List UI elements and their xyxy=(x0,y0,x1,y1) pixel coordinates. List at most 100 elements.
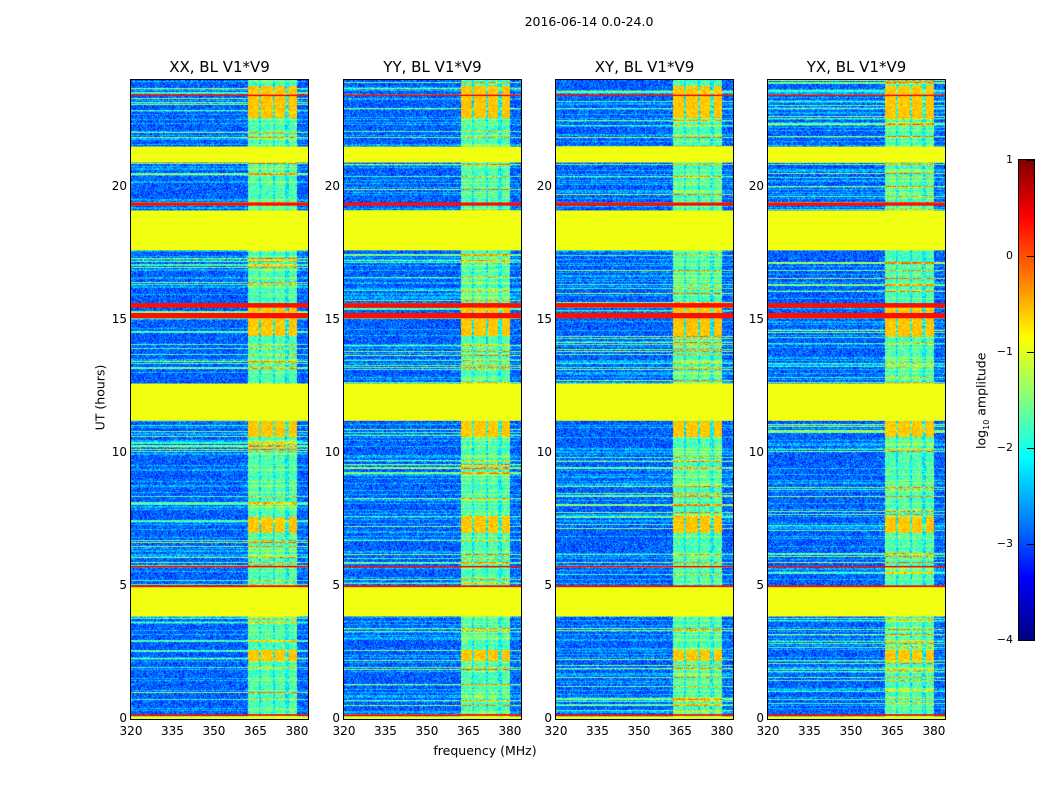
spectrogram-panel xyxy=(130,79,309,720)
band-overlay xyxy=(131,94,308,719)
rfi-line xyxy=(768,202,945,206)
rfi-line xyxy=(556,312,733,319)
rfi-line xyxy=(131,303,308,308)
y-tick-label: 20 xyxy=(748,178,764,193)
y-tick-label: 5 xyxy=(544,577,552,592)
y-tick-label: 15 xyxy=(536,311,552,326)
rfi-line xyxy=(344,202,521,206)
x-tick-label: 350 xyxy=(415,724,439,738)
panel-title: XX, BL V1*V9 xyxy=(169,58,270,76)
rfi-line xyxy=(556,202,733,206)
rfi-line xyxy=(556,94,733,97)
flagged-band xyxy=(768,146,945,163)
rfi-line xyxy=(131,312,308,319)
rfi-line xyxy=(344,585,521,588)
rfi-line xyxy=(344,303,521,308)
band-overlay xyxy=(556,94,733,719)
y-tick-label: 0 xyxy=(756,711,764,725)
flagged-band xyxy=(556,587,733,617)
x-tick-label: 335 xyxy=(586,724,609,738)
colorbar xyxy=(1018,159,1035,641)
rfi-line xyxy=(556,585,733,588)
flagged-band xyxy=(556,210,733,251)
rfi-line xyxy=(556,714,733,716)
flagged-band xyxy=(344,383,521,421)
colorbar-tick-label: −3 xyxy=(996,537,1013,550)
colorbar-tick-label: −1 xyxy=(996,345,1013,358)
panel-title: YX, BL V1*V9 xyxy=(806,58,907,76)
y-tick-label: 5 xyxy=(119,577,127,592)
y-tick-label: 15 xyxy=(324,311,340,326)
rfi-line xyxy=(131,714,308,716)
y-tick-label: 10 xyxy=(324,444,340,459)
figure-title: 2016-06-14 0.0-24.0 xyxy=(524,14,654,29)
y-tick-label: 10 xyxy=(536,444,552,459)
spectrogram-panel xyxy=(767,79,946,720)
rfi-line xyxy=(131,202,308,206)
band-overlay xyxy=(768,94,945,719)
y-tick-label: 15 xyxy=(111,311,127,326)
x-tick-label: 320 xyxy=(119,724,143,738)
y-tick-label: 20 xyxy=(536,178,552,193)
colorbar-tick-label: −4 xyxy=(996,633,1013,646)
flagged-band xyxy=(131,587,308,617)
x-tick-label: 320 xyxy=(544,724,568,738)
y-tick-label: 5 xyxy=(756,577,764,592)
rfi-line xyxy=(556,565,733,568)
x-tick-label: 320 xyxy=(332,724,356,738)
rfi-line xyxy=(131,585,308,588)
x-tick-label: 335 xyxy=(798,724,821,738)
y-tick-label: 0 xyxy=(544,711,552,725)
y-tick-label: 20 xyxy=(324,178,340,193)
spectrogram-panel xyxy=(555,79,734,720)
y-tick-label: 0 xyxy=(119,711,127,725)
flagged-band xyxy=(344,210,521,251)
band-overlay xyxy=(344,94,521,719)
x-tick-label: 335 xyxy=(161,724,184,738)
panel-title: YY, BL V1*V9 xyxy=(383,58,482,76)
flagged-band xyxy=(344,716,521,719)
colorbar-tick xyxy=(1027,160,1034,161)
rfi-line xyxy=(344,312,521,319)
flagged-band xyxy=(344,146,521,163)
x-tick-label: 320 xyxy=(756,724,780,738)
flagged-band xyxy=(768,716,945,719)
rfi-line xyxy=(768,303,945,308)
flagged-band xyxy=(768,383,945,421)
x-tick-label: 350 xyxy=(627,724,651,738)
flagged-band xyxy=(131,210,308,251)
y-tick-label: 10 xyxy=(111,444,127,459)
rfi-line xyxy=(131,94,308,97)
x-tick-label: 365 xyxy=(244,724,267,738)
flagged-band xyxy=(556,383,733,421)
colorbar-tick-label: 1 xyxy=(1006,153,1013,166)
colorbar-label: log10 amplitude xyxy=(973,352,991,449)
x-axis-label: frequency (MHz) xyxy=(433,743,537,758)
x-tick-label: 365 xyxy=(669,724,692,738)
y-tick-label: 0 xyxy=(332,711,340,725)
x-tick-label: 335 xyxy=(374,724,397,738)
flagged-band xyxy=(768,587,945,617)
y-tick-label: 20 xyxy=(111,178,127,193)
x-tick-label: 380 xyxy=(922,724,946,738)
x-tick-label: 350 xyxy=(839,724,863,738)
flagged-band xyxy=(768,210,945,251)
flagged-band xyxy=(131,146,308,163)
colorbar-tick xyxy=(1027,544,1034,545)
rfi-line xyxy=(556,303,733,308)
colorbar-tick xyxy=(1027,448,1034,449)
colorbar-tick xyxy=(1027,640,1034,641)
colorbar-tick xyxy=(1027,256,1034,257)
flagged-band xyxy=(131,383,308,421)
spectrogram-panel xyxy=(343,79,522,720)
rfi-line xyxy=(131,565,308,568)
y-tick-label: 10 xyxy=(748,444,764,459)
colorbar-tick-label: 0 xyxy=(1006,249,1013,262)
x-tick-label: 365 xyxy=(457,724,480,738)
x-tick-label: 380 xyxy=(710,724,734,738)
rfi-line xyxy=(344,94,521,97)
rfi-line xyxy=(768,714,945,716)
rfi-line xyxy=(768,94,945,97)
flagged-band xyxy=(344,587,521,617)
x-tick-label: 365 xyxy=(881,724,904,738)
